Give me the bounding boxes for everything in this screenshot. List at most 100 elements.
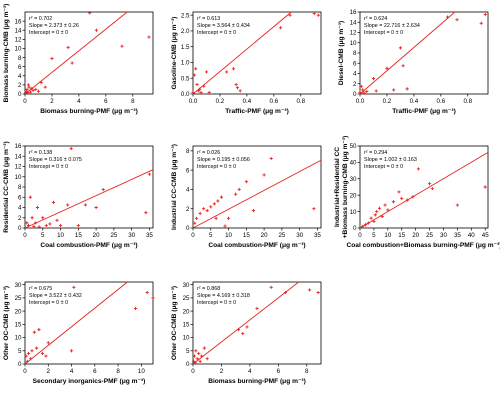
y-axis-title: Gasoline-CMB (μg m⁻³) [171, 17, 178, 90]
y-tick-label: 14 [350, 19, 357, 26]
data-point [198, 359, 202, 363]
data-point [192, 73, 196, 77]
y-tick-label: 10 [350, 40, 357, 47]
x-axis-title: Traffic-PMF (μg m⁻³) [225, 108, 289, 115]
intercept-label: Intercept = 0 ± 0 [29, 164, 68, 170]
data-point [37, 328, 41, 332]
slope-label: Slope = 0.316 ± 0.075 [29, 157, 82, 163]
fit-line [359, 11, 456, 95]
y-tick-label: 20 [183, 308, 190, 315]
plot-frame [192, 281, 322, 365]
r2-label: r² = 0.702 [29, 16, 52, 22]
data-point [241, 331, 245, 336]
data-point [66, 45, 70, 50]
data-point [39, 81, 43, 85]
y-tick-label: 0 [353, 91, 357, 98]
x-tick-label: 8 [131, 98, 135, 105]
y-tick-label: 40 [350, 160, 357, 167]
data-point [193, 361, 197, 365]
y-tick-label: 6 [18, 64, 22, 71]
x-axis-title: Coal combustion-PMF (μg m⁻³) [208, 242, 305, 249]
r2-label: r² = 0.026 [197, 150, 220, 156]
data-point [479, 21, 483, 25]
data-point [209, 205, 213, 209]
x-tick-label: 10 [57, 232, 64, 239]
data-point [194, 67, 198, 71]
fit-line [24, 11, 128, 95]
y-tick-label: 2 [186, 206, 190, 213]
plot-frame [192, 145, 322, 229]
data-point [312, 11, 316, 16]
data-point [204, 70, 209, 74]
fit-line [192, 159, 322, 229]
data-point [373, 213, 377, 217]
fit-line [192, 11, 292, 95]
data-point [194, 216, 199, 220]
data-point [358, 90, 362, 95]
data-point [375, 210, 379, 214]
data-point [144, 211, 148, 215]
data-point [369, 216, 373, 220]
data-point [361, 88, 365, 92]
x-tick-label: 2 [220, 368, 224, 375]
data-point [371, 77, 376, 81]
data-point [27, 85, 31, 89]
data-point [70, 61, 74, 65]
data-point [32, 224, 36, 229]
y-tick-label: 15 [183, 322, 190, 329]
x-tick-label: 15 [243, 232, 250, 239]
y-tick-label: 30 [15, 282, 22, 289]
data-point [392, 88, 396, 92]
y-tick-label: 30 [350, 176, 357, 183]
x-tick-label: 35 [314, 232, 321, 239]
x-axis-title: Biomass burning-PMF (μg m⁻³) [40, 108, 138, 115]
data-point [386, 208, 390, 212]
data-point [28, 195, 32, 199]
x-axis-title: Coal combustion+Biomass burning-PMF (μg … [347, 242, 500, 249]
data-point [400, 196, 404, 201]
y-tick-label: 2.5 [181, 12, 190, 19]
data-point [269, 285, 273, 289]
r2-label: r² = 0.624 [364, 16, 387, 22]
data-point [223, 224, 227, 228]
x-tick-label: 4 [70, 368, 74, 375]
slope-label: Slope = 3.522 ± 0.432 [29, 293, 82, 299]
y-tick-label: 15 [15, 322, 22, 329]
x-tick-label: 0.8 [463, 98, 472, 105]
data-point [48, 222, 52, 226]
data-point [30, 86, 34, 91]
data-point [234, 192, 238, 196]
data-point [255, 306, 259, 311]
intercept-label: Intercept = 0 ± 0 [197, 30, 236, 36]
data-point [398, 46, 403, 50]
y-tick-label: 16 [15, 18, 22, 25]
data-point [198, 211, 202, 216]
data-point [120, 44, 124, 48]
data-point [191, 90, 195, 95]
data-point [58, 223, 63, 228]
x-tick-label: 6 [93, 368, 97, 375]
data-point [483, 185, 487, 189]
y-tick-label: 4 [18, 73, 22, 80]
x-tick-label: 5 [41, 232, 45, 239]
x-tick-label: 0.0 [356, 98, 365, 105]
x-tick-label: 15 [75, 232, 82, 239]
y-tick-label: 12 [350, 30, 357, 37]
x-tick-label: 0.2 [216, 98, 225, 105]
r2-label: r² = 0.138 [29, 150, 52, 156]
data-point [36, 89, 41, 93]
data-point [25, 221, 29, 225]
x-tick-label: 25 [278, 232, 285, 239]
intercept-label: Intercept = 0 ± 0 [197, 164, 236, 170]
intercept-label: Intercept = 0 ± 0 [29, 300, 68, 306]
data-point [430, 187, 434, 191]
x-axis-title: Biomass burning-PMF (μg m⁻³) [208, 378, 306, 385]
data-point [69, 146, 73, 151]
y-tick-label: 10 [350, 209, 357, 216]
data-point [225, 70, 229, 74]
plot-frame [359, 145, 489, 229]
